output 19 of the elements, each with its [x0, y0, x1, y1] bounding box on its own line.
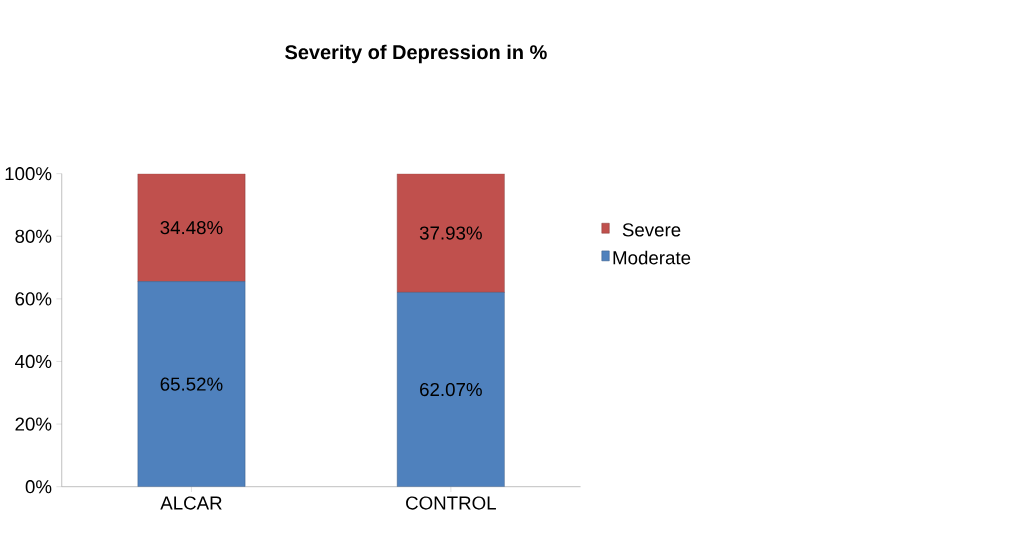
data-label: 65.52% [160, 377, 223, 391]
data-label: 37.93% [419, 226, 482, 240]
chart-title: Severity of Depression in % [285, 44, 547, 64]
y-tick-label: 60% [15, 292, 52, 306]
bar [137, 173, 246, 283]
y-tick-label: 40% [15, 355, 52, 369]
legend-label: Moderate [613, 250, 691, 265]
x-tick-label: ALCAR [160, 496, 222, 510]
y-tick-label: 100% [5, 167, 52, 181]
data-label: 62.07% [420, 383, 482, 397]
data-label: 34.48% [160, 221, 223, 235]
bar [396, 173, 505, 293]
bar [137, 281, 246, 487]
x-tick-label: CONTROL [406, 496, 496, 510]
y-tick-label: 80% [15, 229, 52, 244]
y-tick-label: 20% [15, 417, 52, 431]
legend-label: Severe [622, 223, 681, 237]
bar [396, 292, 505, 487]
y-tick-label: 0% [25, 480, 52, 494]
